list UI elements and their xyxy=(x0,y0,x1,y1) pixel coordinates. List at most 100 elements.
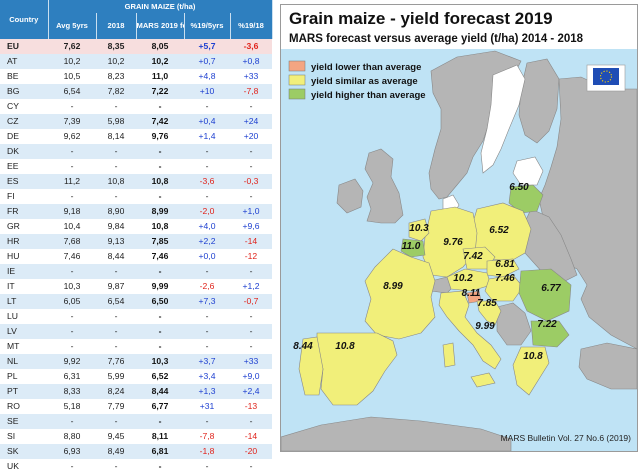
cell-pct-vs-5yrs: +0,7 xyxy=(184,54,230,69)
cell-avg-5yrs: 7,62 xyxy=(48,39,96,54)
col-header-forecast: MARS 2019 forecasts xyxy=(136,13,185,39)
land-hungary xyxy=(484,274,524,302)
map-label-be: 11.0 xyxy=(402,241,421,252)
cell-forecast-2019: 6,77 xyxy=(136,399,184,414)
map-subtitle: MARS forecast versus average yield (t/ha… xyxy=(289,33,584,45)
land-romania xyxy=(518,268,572,322)
table-row-hu: HU 7,46 8,44 7,46 +0,0 -12 xyxy=(0,249,272,264)
cell-pct-vs-5yrs: - xyxy=(184,264,230,279)
cell-avg-5yrs: - xyxy=(48,189,96,204)
cell-pct-vs-5yrs: +5,7 xyxy=(184,39,230,54)
cell-pct-vs-5yrs: +4,8 xyxy=(184,69,230,84)
cell-avg-5yrs: 7,68 xyxy=(48,234,96,249)
legend-label-0: yield lower than average xyxy=(311,62,421,73)
cell-forecast-2019: 9,76 xyxy=(136,129,184,144)
cell-country: MT xyxy=(0,339,48,354)
cell-forecast-2019: 7,42 xyxy=(136,114,184,129)
cell-pct-vs-2018: +1,0 xyxy=(230,204,272,219)
cell-yield-2018: - xyxy=(96,414,136,429)
land-slovakia xyxy=(486,258,520,278)
cell-pct-vs-5yrs: +4,0 xyxy=(184,219,230,234)
cell-yield-2018: - xyxy=(96,324,136,339)
cell-yield-2018: 8,44 xyxy=(96,249,136,264)
cell-forecast-2019: - xyxy=(136,309,184,324)
table-body: EU 7,62 8,35 8,05 +5,7 -3,6 AT 10,2 10,2 10,2 +0,7… xyxy=(0,39,272,474)
cell-country: LV xyxy=(0,324,48,339)
cell-pct-vs-2018: +2,4 xyxy=(230,384,272,399)
cell-avg-5yrs: 9,62 xyxy=(48,129,96,144)
cell-forecast-2019: 8,05 xyxy=(136,39,184,54)
map-label-pl: 6.52 xyxy=(489,225,509,236)
map-value-labels: 8.44 10.8 8.99 11.0 10.3 9.76 6.52 6.50 7.42 6.81… xyxy=(293,182,561,362)
cell-pct-vs-2018: -20 xyxy=(230,444,272,459)
land-ireland xyxy=(336,178,364,214)
cell-avg-5yrs: 10,3 xyxy=(48,279,96,294)
map-label-at: 10.2 xyxy=(453,273,473,284)
cell-yield-2018: 6,54 xyxy=(96,294,136,309)
land-turkey xyxy=(578,342,637,390)
cell-pct-vs-2018: +33 xyxy=(230,354,272,369)
cell-yield-2018: 8,35 xyxy=(96,39,136,54)
cell-country: RO xyxy=(0,399,48,414)
cell-forecast-2019: 8,11 xyxy=(136,429,184,444)
cell-country: SK xyxy=(0,444,48,459)
map-label-sk: 6.81 xyxy=(495,259,515,270)
cell-country: UK xyxy=(0,459,48,474)
land-sweden-finland-nodata xyxy=(480,64,526,174)
cell-forecast-2019: 6,50 xyxy=(136,294,184,309)
cell-avg-5yrs: 8,33 xyxy=(48,384,96,399)
table-row-hr: HR 7,68 9,13 7,85 +2,2 -14 xyxy=(0,234,272,249)
cell-yield-2018: - xyxy=(96,309,136,324)
cell-yield-2018: 7,82 xyxy=(96,84,136,99)
table-row-eu: EU 7,62 8,35 8,05 +5,7 -3,6 xyxy=(0,39,272,54)
map-label-pt: 8.44 xyxy=(293,341,313,352)
legend-label-1: yield similar as average xyxy=(311,76,418,87)
cell-yield-2018: - xyxy=(96,264,136,279)
map-label-it: 9.99 xyxy=(475,321,495,332)
cell-avg-5yrs: 5,18 xyxy=(48,399,96,414)
col-header-pct-18: %19/18 xyxy=(230,13,273,39)
eu-commission-logo xyxy=(586,64,626,92)
map-label-gr: 10.8 xyxy=(523,351,543,362)
cell-pct-vs-5yrs: +1,4 xyxy=(184,129,230,144)
cell-yield-2018: - xyxy=(96,159,136,174)
cell-country: IT xyxy=(0,279,48,294)
cell-forecast-2019: - xyxy=(136,159,184,174)
land-bulgaria xyxy=(530,320,570,348)
cell-country: GR xyxy=(0,219,48,234)
cell-pct-vs-5yrs: - xyxy=(184,144,230,159)
land-netherlands xyxy=(408,218,430,242)
cell-avg-5yrs: 7,46 xyxy=(48,249,96,264)
cell-forecast-2019: 9,99 xyxy=(136,279,184,294)
cell-forecast-2019: 7,22 xyxy=(136,84,184,99)
cell-avg-5yrs: 9,18 xyxy=(48,204,96,219)
cell-forecast-2019: - xyxy=(136,414,184,429)
cell-forecast-2019: 6,81 xyxy=(136,444,184,459)
cell-yield-2018: 5,99 xyxy=(96,369,136,384)
cell-country: BE xyxy=(0,69,48,84)
land-balkans xyxy=(496,302,532,346)
cell-country: CY xyxy=(0,99,48,114)
cell-country: HR xyxy=(0,234,48,249)
cell-pct-vs-2018: -14 xyxy=(230,234,272,249)
cell-avg-5yrs: 6,05 xyxy=(48,294,96,309)
table-row-it: IT 10,3 9,87 9,99 -2,6 +1,2 xyxy=(0,279,272,294)
map-label-de: 9.76 xyxy=(443,237,463,248)
cell-pct-vs-2018: +33 xyxy=(230,69,272,84)
land-belgium xyxy=(400,238,426,258)
cell-pct-vs-5yrs: - xyxy=(184,414,230,429)
table-row-lt: LT 6,05 6,54 6,50 +7,3 -0,7 xyxy=(0,294,272,309)
yield-table: Country GRAIN MAIZE (t/ha) Avg 5yrs 2018… xyxy=(0,0,273,474)
europe-map: yield lower than average yield similar as… xyxy=(281,49,637,451)
map-credit: MARS Bulletin Vol. 27 No.6 (2019) xyxy=(500,433,631,443)
cell-avg-5yrs: 6,31 xyxy=(48,369,96,384)
cell-yield-2018: - xyxy=(96,339,136,354)
cell-yield-2018: 8,90 xyxy=(96,204,136,219)
cell-pct-vs-5yrs: +31 xyxy=(184,399,230,414)
cell-pct-vs-5yrs: - xyxy=(184,309,230,324)
col-header-country: Country xyxy=(0,0,49,39)
cell-yield-2018: - xyxy=(96,144,136,159)
map-label-hu: 7.46 xyxy=(495,273,515,284)
cell-avg-5yrs: - xyxy=(48,99,96,114)
cell-country: LU xyxy=(0,309,48,324)
